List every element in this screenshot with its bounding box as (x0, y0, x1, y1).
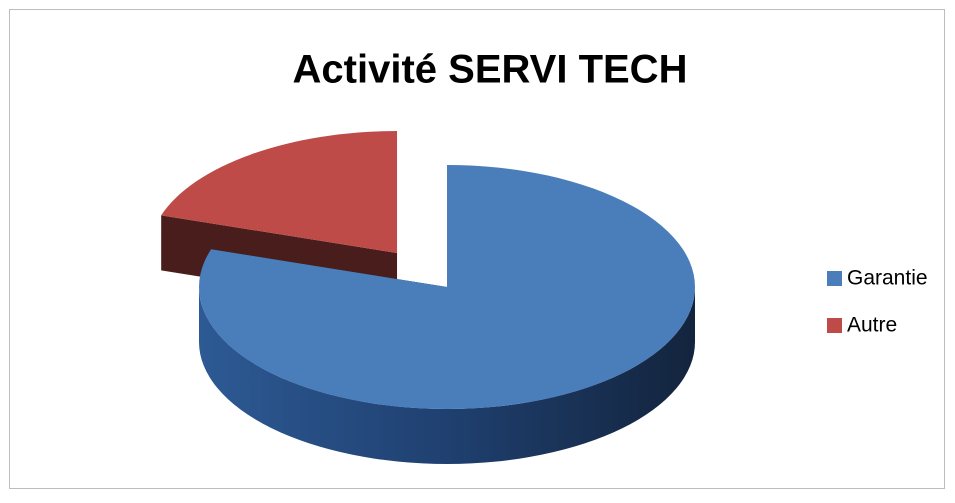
slice (161, 131, 398, 254)
legend-swatch (827, 271, 842, 286)
legend-label: Garantie (847, 267, 928, 290)
slice (198, 165, 695, 409)
legend-swatch (827, 318, 842, 333)
slice-side (199, 287, 695, 464)
chart-title: Activité SERVI TECH (293, 48, 688, 92)
legend-label: Autre (847, 314, 897, 337)
